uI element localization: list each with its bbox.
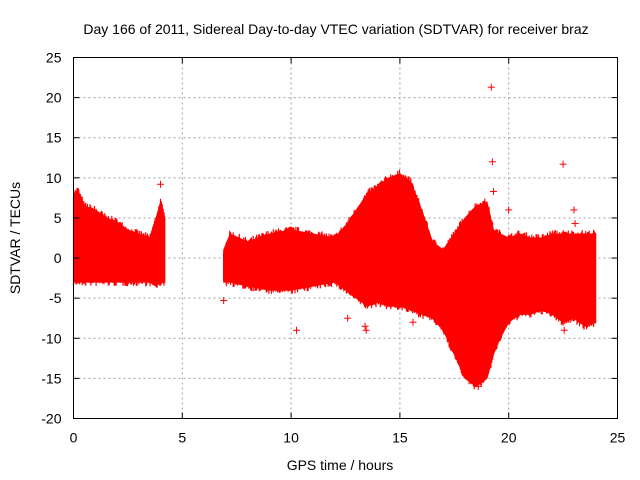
outlier-point [570, 206, 578, 214]
x-tick-label: 20 [501, 430, 517, 446]
outlier-point [362, 326, 370, 334]
y-tick-label: 20 [46, 90, 62, 106]
y-tick-label: -10 [41, 330, 61, 346]
x-tick-label: 5 [178, 430, 186, 446]
x-axis-ticks: 0 5 10 15 20 25 [70, 57, 626, 446]
x-tick-label: 25 [610, 430, 626, 446]
outlier-point [157, 180, 165, 188]
x-tick-label: 15 [392, 430, 408, 446]
y-tick-label: 25 [46, 50, 62, 66]
x-tick-label: 0 [70, 430, 78, 446]
y-tick-label: 0 [54, 250, 62, 266]
outlier-point [571, 220, 579, 228]
x-axis-label: GPS time / hours [287, 457, 394, 473]
outlier-point [409, 318, 417, 326]
outlier-point [474, 382, 482, 390]
outlier-point [487, 83, 495, 91]
y-tick-label: -15 [41, 370, 61, 386]
outlier-point [559, 160, 567, 168]
y-tick-label: -5 [49, 290, 62, 306]
x-tick-label: 10 [283, 430, 299, 446]
y-axis-label: SDTVAR / TECUs [7, 182, 23, 294]
outlier-point [293, 326, 301, 334]
y-tick-label: 15 [46, 130, 62, 146]
outlier-point [489, 187, 497, 195]
outlier-point [361, 322, 369, 330]
plot-frame [73, 57, 618, 419]
envelope-streaks [72, 187, 165, 288]
outlier-point [344, 314, 352, 322]
chart-title: Day 166 of 2011, Sidereal Day-to-day VTE… [83, 21, 588, 37]
outlier-point [488, 158, 496, 166]
outlier-point [220, 297, 228, 305]
y-tick-label: -20 [41, 411, 61, 427]
y-tick-label: 5 [54, 210, 62, 226]
outlier-point [505, 206, 513, 214]
data-layer [72, 83, 597, 390]
outlier-point [560, 326, 568, 334]
y-tick-label: 10 [46, 170, 62, 186]
y-axis-ticks: -20 -15 -10 -5 0 5 10 15 20 25 [41, 50, 618, 427]
envelope-streaks [223, 169, 596, 390]
